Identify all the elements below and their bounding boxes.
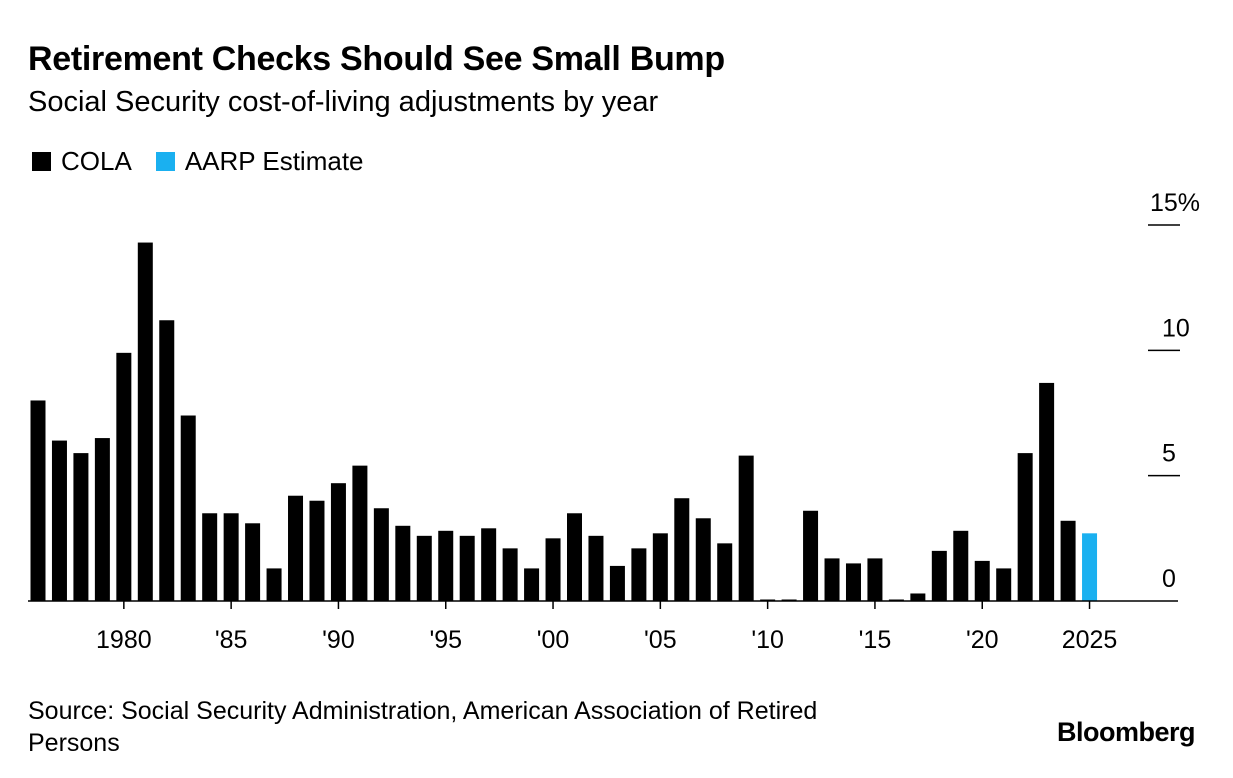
- cola-bar-1988: [288, 495, 304, 601]
- cola-bar-2007: [695, 518, 711, 601]
- cola-bar-1993: [395, 525, 411, 601]
- cola-bar-2014: [845, 563, 861, 601]
- source-note: Source: Social Security Administration, …: [28, 697, 818, 757]
- legend: COLA AARP Estimate: [32, 146, 388, 177]
- cola-bar-2006: [674, 498, 690, 601]
- cola-bar-1994: [416, 535, 432, 601]
- chart-subtitle: Social Security cost-of-living adjustmen…: [28, 86, 659, 118]
- legend-label-cola: COLA: [61, 146, 132, 176]
- cola-bar-2021: [996, 568, 1012, 601]
- cola-bar-2001: [567, 513, 582, 601]
- cola-bar-2020: [974, 560, 990, 601]
- x-tick-label-2010: '10: [751, 626, 784, 654]
- cola-bar-2012: [803, 510, 819, 601]
- y-tick-label-15: 15%: [1150, 189, 1200, 217]
- cola-bar-1984: [202, 513, 218, 601]
- aarp-estimate-bar-2025: [1082, 533, 1098, 601]
- cola-bar-1983: [180, 415, 196, 601]
- x-tick-label-2015: '15: [859, 626, 892, 654]
- cola-bar-1976: [30, 400, 46, 601]
- cola-bar-1989: [309, 500, 325, 601]
- cola-bar-1979: [94, 438, 110, 601]
- x-tick-label-1995: '95: [429, 626, 462, 654]
- y-tick-label-5: 5: [1162, 440, 1176, 468]
- cola-bar-1981: [137, 242, 153, 602]
- cola-bar-1982: [159, 320, 175, 601]
- cola-bar-2015: [867, 558, 883, 601]
- cola-bar-2018: [931, 550, 947, 601]
- cola-bar-2008: [717, 543, 733, 601]
- cola-bar-1999: [524, 568, 540, 601]
- legend-swatch-aarp: [155, 152, 175, 171]
- cola-bar-2024: [1060, 520, 1076, 601]
- cola-bar-1990: [330, 483, 346, 601]
- cola-bar-1987: [266, 568, 282, 601]
- x-tick-label-2025: 2025: [1062, 626, 1118, 654]
- x-tick-label-2005: '05: [644, 626, 677, 654]
- cola-bar-2022: [1017, 453, 1033, 601]
- legend-item-cola: COLA: [32, 146, 132, 177]
- cola-bar-2000: [545, 538, 561, 601]
- cola-bar-2009: [738, 455, 754, 601]
- cola-bar-1985: [223, 513, 239, 601]
- cola-bar-1991: [352, 465, 368, 601]
- y-tick-label-0: 0: [1162, 565, 1176, 593]
- cola-bar-1986: [245, 523, 261, 601]
- cola-bar-1977: [51, 440, 67, 601]
- cola-bar-1997: [481, 528, 497, 601]
- cola-bar-2002: [588, 535, 604, 601]
- cola-bar-2019: [953, 530, 969, 601]
- cola-bar-2013: [824, 558, 840, 601]
- cola-bar-1996: [459, 535, 475, 601]
- x-tick-label-1990: '90: [322, 626, 355, 654]
- cola-bar-2005: [652, 533, 668, 601]
- bloomberg-logo: Bloomberg: [1056, 717, 1196, 747]
- chart-title: Retirement Checks Should See Small Bump: [28, 40, 725, 78]
- legend-label-aarp: AARP Estimate: [184, 146, 364, 176]
- x-tick-label-1985: '85: [215, 626, 248, 654]
- cola-bar-1998: [502, 548, 518, 601]
- cola-bar-1978: [73, 453, 89, 601]
- legend-swatch-cola: [32, 152, 51, 171]
- cola-bar-2023: [1039, 382, 1055, 601]
- cola-bar-2017: [910, 593, 926, 601]
- x-tick-label-1980: 1980: [96, 626, 152, 654]
- y-tick-label-10: 10: [1162, 314, 1190, 342]
- cola-bar-2003: [609, 565, 625, 601]
- cola-bar-2004: [631, 548, 647, 601]
- x-tick-label-2020: '20: [966, 626, 999, 654]
- cola-bar-1995: [438, 530, 454, 601]
- x-tick-label-2000: '00: [537, 626, 570, 654]
- legend-item-aarp: AARP Estimate: [155, 146, 364, 177]
- cola-bar-1992: [373, 508, 389, 601]
- cola-bar-1980: [116, 352, 132, 601]
